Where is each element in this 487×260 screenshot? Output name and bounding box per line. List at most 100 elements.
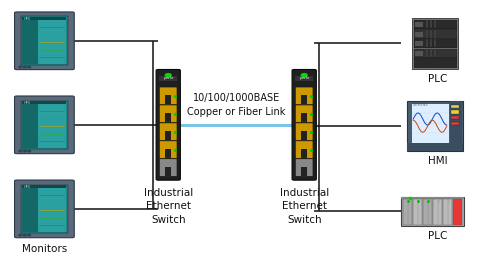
Bar (414, 39, 457, 48)
Bar (426, 39, 428, 47)
Bar (433, 20, 436, 28)
Bar (433, 39, 436, 47)
Bar (408, 143, 463, 151)
Circle shape (28, 234, 31, 236)
Bar (413, 199, 422, 225)
Bar (430, 20, 432, 28)
FancyBboxPatch shape (292, 69, 317, 180)
Bar (22, 17, 67, 20)
Bar (22, 185, 38, 232)
Bar (414, 20, 457, 29)
Bar (403, 199, 412, 225)
Bar (433, 199, 442, 225)
FancyBboxPatch shape (296, 105, 313, 122)
Text: perle: perle (163, 76, 173, 80)
Bar (408, 101, 463, 151)
Bar (430, 39, 432, 47)
FancyBboxPatch shape (15, 96, 74, 154)
Circle shape (28, 66, 31, 68)
Bar (414, 58, 457, 68)
Bar (450, 122, 459, 125)
Text: PLC: PLC (428, 74, 448, 85)
Bar (433, 49, 436, 57)
FancyBboxPatch shape (159, 141, 177, 158)
Bar (426, 49, 428, 57)
Bar (412, 103, 449, 143)
Bar (450, 110, 459, 114)
Bar (426, 20, 428, 28)
Bar (22, 17, 38, 64)
Text: HMI: HMI (23, 101, 30, 105)
Bar (301, 131, 307, 140)
Bar (452, 199, 462, 225)
Bar (415, 41, 423, 46)
Bar (433, 30, 436, 38)
FancyBboxPatch shape (159, 159, 177, 176)
Text: Industrial
Ethernet
Switch: Industrial Ethernet Switch (144, 188, 193, 225)
Bar (165, 167, 171, 176)
Bar (21, 185, 68, 233)
FancyBboxPatch shape (15, 180, 74, 238)
Bar (450, 101, 462, 151)
Text: Industrial
Ethernet
Switch: Industrial Ethernet Switch (280, 188, 329, 225)
Text: Monitors: Monitors (22, 244, 67, 255)
Text: perle: perle (299, 76, 309, 80)
Bar (301, 113, 307, 122)
Bar (301, 149, 307, 158)
Text: PLC: PLC (428, 231, 448, 241)
Circle shape (301, 74, 307, 77)
Circle shape (23, 66, 26, 68)
Bar (22, 101, 67, 105)
FancyBboxPatch shape (159, 87, 177, 105)
Bar (450, 116, 459, 119)
Circle shape (19, 66, 22, 68)
Bar (415, 32, 423, 37)
Bar (296, 76, 313, 81)
FancyBboxPatch shape (156, 69, 180, 180)
Bar (165, 131, 171, 140)
Bar (426, 30, 428, 38)
Circle shape (23, 234, 26, 236)
Text: SIEMENS: SIEMENS (413, 103, 429, 107)
Bar (443, 199, 451, 225)
Bar (38, 185, 67, 232)
Bar (450, 105, 459, 108)
Bar (414, 29, 457, 38)
Bar (22, 101, 38, 148)
FancyBboxPatch shape (296, 159, 313, 176)
Bar (21, 16, 68, 65)
Bar (401, 197, 465, 226)
Text: HMI: HMI (428, 156, 448, 166)
Bar (412, 18, 458, 69)
Bar (165, 149, 171, 158)
Bar (165, 113, 171, 122)
Bar (21, 101, 68, 149)
Bar (301, 95, 307, 104)
Text: 10/100/1000BASE
Copper or Fiber Link: 10/100/1000BASE Copper or Fiber Link (187, 93, 285, 117)
Bar (401, 197, 465, 199)
Circle shape (19, 150, 22, 152)
FancyBboxPatch shape (296, 87, 313, 105)
Circle shape (165, 74, 171, 77)
Bar (415, 22, 423, 27)
Bar (301, 167, 307, 176)
Bar (159, 76, 177, 81)
Bar (430, 30, 432, 38)
Text: HMI: HMI (23, 17, 30, 21)
FancyBboxPatch shape (159, 123, 177, 140)
FancyBboxPatch shape (15, 12, 74, 70)
FancyBboxPatch shape (159, 105, 177, 122)
FancyBboxPatch shape (296, 141, 313, 158)
Bar (38, 17, 67, 64)
Circle shape (23, 150, 26, 152)
Circle shape (19, 234, 22, 236)
FancyBboxPatch shape (296, 123, 313, 140)
Bar (22, 185, 67, 188)
Bar (430, 49, 432, 57)
Bar (165, 95, 171, 104)
Bar (415, 51, 423, 56)
Bar (423, 199, 432, 225)
Circle shape (28, 150, 31, 152)
Text: HMI: HMI (23, 185, 30, 189)
Bar (38, 101, 67, 148)
